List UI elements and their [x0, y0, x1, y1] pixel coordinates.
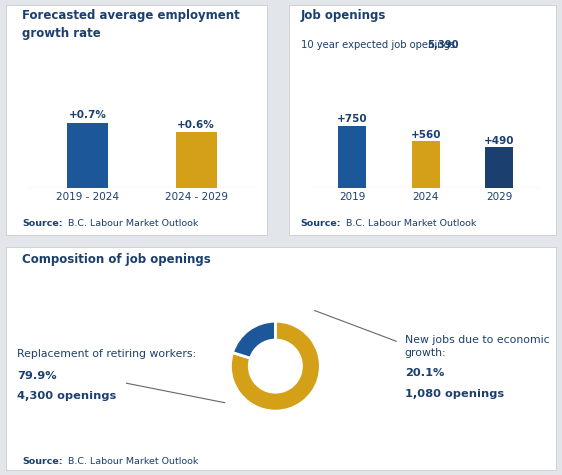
Text: 10 year expected job openings:: 10 year expected job openings:	[301, 40, 461, 50]
Text: 4,300 openings: 4,300 openings	[17, 391, 116, 401]
Text: B.C. Labour Market Outlook: B.C. Labour Market Outlook	[65, 456, 198, 466]
Text: +490: +490	[484, 136, 514, 146]
Bar	[485, 147, 513, 188]
Bar	[338, 126, 366, 188]
Bar	[175, 132, 217, 188]
Text: B.C. Labour Market Outlook: B.C. Labour Market Outlook	[343, 219, 476, 228]
Text: Source:: Source:	[22, 456, 63, 466]
Text: Replacement of retiring workers:: Replacement of retiring workers:	[17, 350, 196, 360]
Text: 20.1%: 20.1%	[405, 369, 444, 379]
Text: New jobs due to economic
growth:: New jobs due to economic growth:	[405, 335, 549, 358]
Text: 5,390: 5,390	[427, 40, 459, 50]
Text: B.C. Labour Market Outlook: B.C. Labour Market Outlook	[65, 219, 198, 228]
Wedge shape	[230, 321, 320, 411]
Wedge shape	[233, 321, 275, 358]
Text: Composition of job openings: Composition of job openings	[22, 253, 211, 266]
Text: 79.9%: 79.9%	[17, 371, 57, 381]
Bar	[67, 123, 108, 188]
Text: Job openings: Job openings	[301, 10, 386, 22]
Text: Source:: Source:	[301, 219, 341, 228]
Text: 1,080 openings: 1,080 openings	[405, 389, 504, 399]
Text: +560: +560	[410, 130, 441, 140]
Text: Forecasted average employment
growth rate: Forecasted average employment growth rat…	[22, 10, 240, 39]
Text: +750: +750	[337, 114, 368, 124]
Text: +0.7%: +0.7%	[69, 110, 107, 120]
Text: Source:: Source:	[22, 219, 63, 228]
Bar	[412, 142, 439, 188]
Text: +0.6%: +0.6%	[177, 120, 215, 130]
